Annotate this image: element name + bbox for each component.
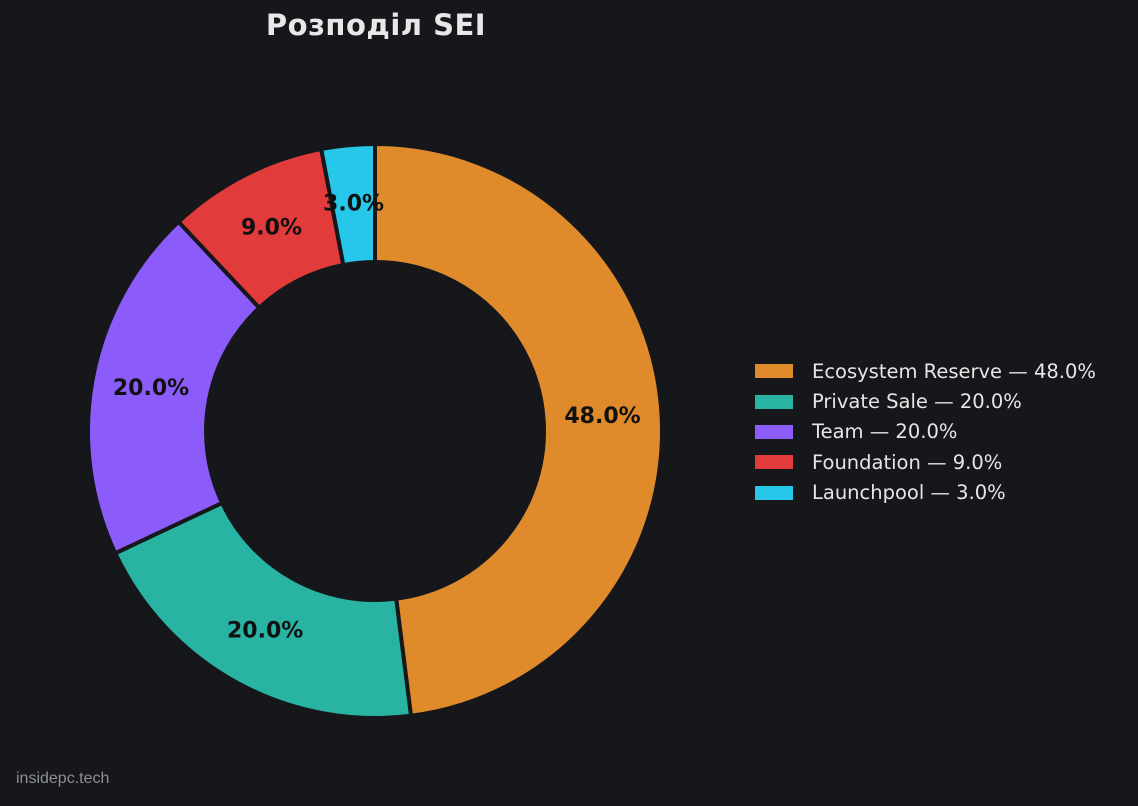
legend-item-foundation: Foundation — 9.0% [755,447,1096,477]
chart-title: Розподіл SEI [265,8,487,42]
slice-launchpool [319,142,377,267]
watermark: insidepc.tech [16,770,110,787]
legend-label: Team — 20.0% [812,420,958,444]
legend-item-launchpool: Launchpool — 3.0% [755,478,1096,508]
slice-label-team: 20.0% [113,376,189,401]
donut-slices [86,142,664,720]
legend-swatch [755,364,793,379]
legend-label: Launchpool — 3.0% [812,481,1006,505]
slice-label-private-sale: 20.0% [227,618,303,643]
slice-label-launchpool: 3.0% [323,192,384,217]
slice-label-ecosystem-reserve: 48.0% [564,404,640,429]
legend-label: Ecosystem Reserve — 48.0% [812,359,1096,383]
legend-item-private-sale: Private Sale — 20.0% [755,386,1096,416]
legend-label: Foundation — 9.0% [812,450,1003,474]
slice-labels: 48.0% 20.0% 20.0% 9.0% 3.0% [113,192,641,644]
chart-legend: Ecosystem Reserve — 48.0% Private Sale — … [755,356,1096,508]
legend-swatch [755,424,793,439]
slice-ecosystem-reserve [373,142,664,718]
slice-label-foundation: 9.0% [241,215,302,240]
slice-private-sale [113,500,413,720]
legend-label: Private Sale — 20.0% [812,390,1022,414]
legend-item-team: Team — 20.0% [755,417,1096,447]
legend-item-ecosystem-reserve: Ecosystem Reserve — 48.0% [755,356,1096,386]
legend-swatch [755,485,793,500]
legend-swatch [755,394,793,409]
slice-team [86,219,262,556]
legend-swatch [755,455,793,470]
